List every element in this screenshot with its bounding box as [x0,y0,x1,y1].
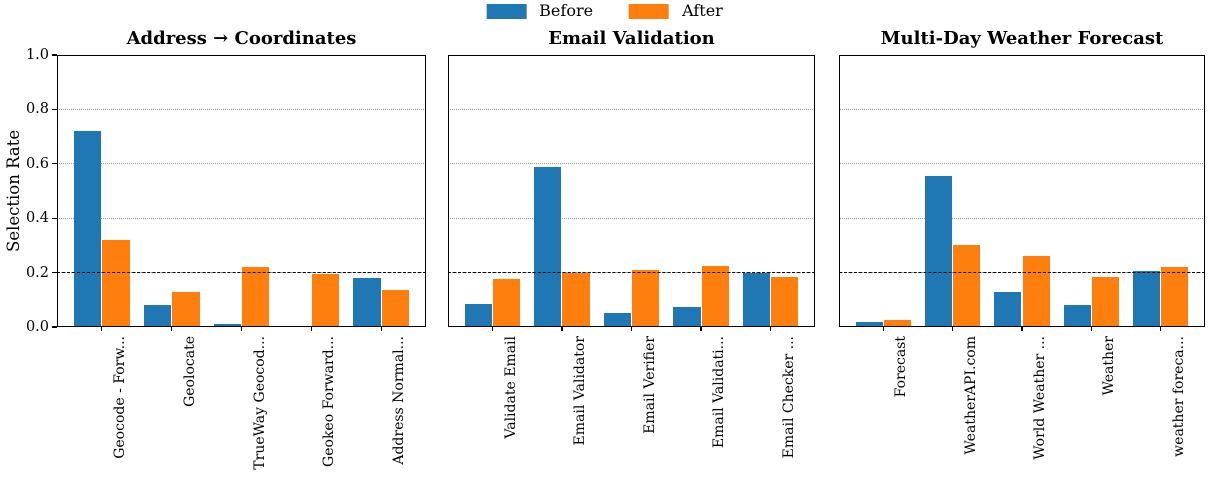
legend-label-before: Before [539,1,594,20]
bar-after [172,291,200,327]
x-tick-label: World Weather ... [1032,336,1048,460]
y-tick-label: 0.6 [25,155,49,172]
legend: Before After [486,1,723,21]
x-tick [101,327,103,331]
x-tick-label: weather foreca... [1170,336,1187,457]
bar-before [353,278,381,327]
x-tick [491,327,494,331]
legend-label-after: After [682,1,723,20]
x-tick-label: Forecast [893,336,910,398]
subplot-title-weather-forecast: Multi-Day Weather Forecast [880,28,1164,49]
y-tick [51,326,57,328]
x-tick [630,327,633,331]
bar-after [701,265,729,327]
gridline [839,163,1205,165]
x-tick [882,327,884,331]
y-tick-label: 0.2 [25,264,49,281]
y-axis-label: Selection Rate [4,129,23,253]
bar-before [673,306,701,327]
bar-before [855,321,883,327]
gridline [57,163,426,165]
y-tick [51,271,57,274]
y-tick-label: 1.0 [25,47,49,63]
x-tick-label: Validate Email [502,336,519,439]
subplot-weather-forecast: Forecast WeatherAPI.com World Weather ... W… [839,55,1205,460]
bar-after [632,269,660,327]
y-tick [51,54,57,56]
bar-after [311,273,340,327]
gridline [448,163,815,165]
bar-after [562,272,590,327]
x-tick [700,327,702,331]
bar-after [102,239,130,327]
bar-after [1161,267,1189,327]
gridline [839,108,1205,110]
subplot-title-address-coordinates: Address → Coordinates [126,28,357,49]
bar-before [213,324,241,327]
bar-after [492,279,521,327]
bar-after [771,276,799,327]
y-tick [51,217,57,219]
x-tick [952,327,954,331]
y-tick-label: 0.4 [25,210,49,227]
bar-before [143,305,172,327]
x-tick-label: Weather [1101,336,1118,396]
bar-before [534,166,562,327]
x-tick-label: WeatherAPI.com [962,336,979,455]
bar-after [1091,276,1120,327]
bar-before [464,303,492,327]
x-tick-label: Email Checker ... [780,336,797,459]
gridline [448,108,815,110]
bar-before [603,313,631,327]
x-tick-label: Address Normal... [391,336,408,465]
x-tick-label: Email Verifier [641,336,658,434]
gridline [448,217,815,219]
subplot-address-coordinates: Geocode - Forw... Geolocate TrueWay Geocod… [26,47,426,470]
x-tick [240,327,243,331]
reference-line [448,271,815,273]
x-tick-label: Email Validati... [711,336,727,449]
x-tick-label: Geokeo Forward... [321,336,338,467]
gridline [57,108,426,110]
x-tick [310,327,313,331]
bar-after [381,290,410,327]
reference-line [839,271,1205,273]
subplot-email-validation: Validate Email Email Validator Email Verif… [448,55,815,458]
x-tick [380,327,382,331]
x-tick-label: TrueWay Geocod... [251,336,268,470]
y-tick [51,163,57,165]
bar-before [742,272,770,327]
bar-before [1132,271,1161,327]
x-tick-label: Email Validator [572,336,588,446]
y-tick-label: 0.0 [25,319,49,335]
bar-before [994,291,1022,327]
x-tick [1090,327,1092,331]
bar-before [924,176,953,327]
legend-item-after: After [629,1,723,21]
bar-after [1022,256,1050,327]
bar-before [73,131,102,327]
gridline [839,217,1205,219]
subplot-title-email-validation: Email Validation [548,28,715,49]
legend-item-before: Before [486,1,593,21]
bar-after [883,320,912,327]
x-tick-label: Geocode - Forw... [111,336,128,459]
x-tick-label: Geolocate [181,336,198,407]
x-tick [769,327,772,331]
x-tick [561,327,563,331]
x-tick [1021,327,1023,331]
reference-line [57,271,426,273]
x-tick [1159,327,1162,331]
bar-after [953,245,981,327]
bar-before [1063,305,1091,327]
legend-swatch-after [629,3,670,19]
legend-swatch-before [486,3,527,19]
x-tick [170,327,173,331]
bar-after [242,267,270,327]
y-tick [51,108,57,111]
gridline [57,217,426,219]
bar-before [283,325,311,327]
y-tick-label: 0.8 [25,101,49,118]
